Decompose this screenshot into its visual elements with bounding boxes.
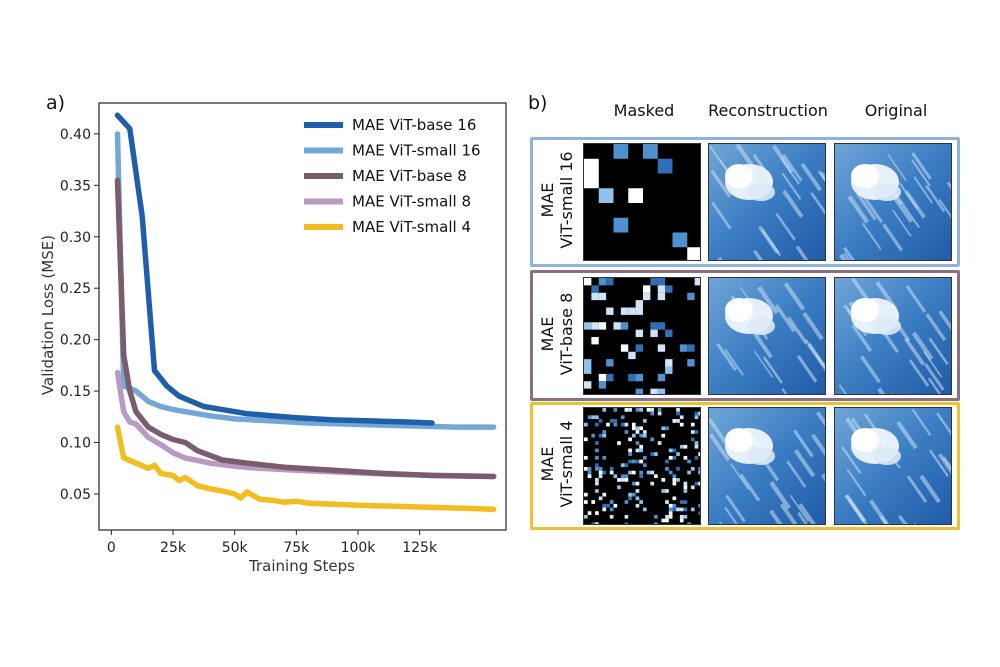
x-tick-label: 75k <box>283 540 310 556</box>
chart-lines <box>114 112 497 513</box>
x-axis-label: Training Steps <box>248 557 355 575</box>
x-tick-label: 0 <box>107 540 116 556</box>
legend-entry: MAE ViT-small 8 <box>352 193 471 211</box>
x-tick-label: 50k <box>222 540 249 556</box>
row-label-line1: MAE <box>538 182 557 218</box>
panel-a-label: a) <box>46 92 66 114</box>
panel-b-label: b) <box>528 92 548 114</box>
y-tick-label: 0.15 <box>60 384 91 400</box>
row-label-line1: MAE <box>538 446 557 482</box>
model-row: MAE ViT-small 4 <box>530 402 960 530</box>
masked-image <box>583 276 701 395</box>
x-tick-label: 125k <box>402 540 438 556</box>
y-tick-label: 0.10 <box>60 436 91 452</box>
loss-chart: 0 25k 50k 75k 100k 125k 0.05 0.10 0.15 0.20 0.25 0.… <box>39 102 507 575</box>
series-line-mae-vit-base-8 <box>114 177 497 480</box>
series-line-mae-vit-small-16 <box>114 131 497 430</box>
col-header-masked: Masked <box>613 101 675 120</box>
legend-entry: MAE ViT-base 8 <box>352 167 467 185</box>
series-line-mae-vit-small-4 <box>114 424 497 513</box>
chart-legend: MAE ViT-base 16 MAE ViT-small 16 MAE ViT-b… <box>304 116 481 236</box>
y-tick-label: 0.25 <box>60 281 91 297</box>
row-label-line2: ViT-small 16 <box>557 151 576 249</box>
model-row: MAE ViT-small 16 <box>530 137 960 267</box>
reconstruction-image <box>708 276 826 395</box>
row-label: MAE ViT-base 8 <box>538 274 576 394</box>
y-tick-label: 0.20 <box>60 333 91 349</box>
row-label-line2: ViT-small 4 <box>557 420 576 508</box>
legend-entry: MAE ViT-small 4 <box>352 218 471 236</box>
x-tick-label: 100k <box>341 540 377 556</box>
legend-entry: MAE ViT-base 16 <box>352 116 476 134</box>
chart-frame <box>98 102 507 531</box>
col-header-reconstruction: Reconstruction <box>708 101 828 120</box>
row-label: MAE ViT-small 4 <box>538 404 576 524</box>
original-image <box>834 143 952 261</box>
y-tick-label: 0.30 <box>60 230 91 246</box>
reconstruction-image <box>708 143 826 261</box>
y-tick-label: 0.05 <box>60 487 91 503</box>
masked-image <box>583 143 701 261</box>
legend-entry: MAE ViT-small 16 <box>352 142 481 160</box>
y-tick-label: 0.35 <box>60 178 91 194</box>
row-label-line1: MAE <box>538 316 557 351</box>
x-tick-label: 25k <box>160 540 187 556</box>
series-line-mae-vit-base-16 <box>114 112 435 426</box>
original-image <box>834 407 952 525</box>
masked-image <box>583 407 701 525</box>
row-label: MAE ViT-small 16 <box>538 140 576 260</box>
plot-area <box>98 102 507 531</box>
reconstruction-image <box>708 407 826 525</box>
chart-ticks: 0 25k 50k 75k 100k 125k 0.05 0.10 0.15 0.20 0.25 0.… <box>60 127 438 556</box>
model-row: MAE ViT-base 8 <box>530 270 960 401</box>
y-axis-label: Validation Loss (MSE) <box>39 235 57 395</box>
original-image <box>834 276 952 395</box>
row-label-line2: ViT-base 8 <box>557 292 576 375</box>
y-tick-label: 0.40 <box>60 127 91 143</box>
col-header-original: Original <box>864 101 928 120</box>
